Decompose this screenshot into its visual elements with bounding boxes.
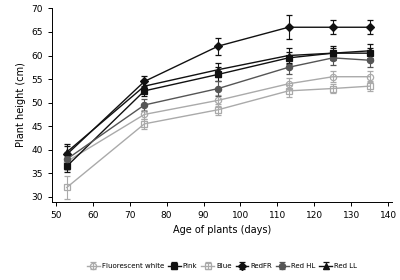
Y-axis label: Plant height (cm): Plant height (cm) — [16, 62, 26, 148]
Legend: Fluorescent white, Pink, Blue, RedFR, Red HL, Red LL: Fluorescent white, Pink, Blue, RedFR, Re… — [87, 263, 357, 269]
X-axis label: Age of plants (days): Age of plants (days) — [173, 225, 271, 235]
